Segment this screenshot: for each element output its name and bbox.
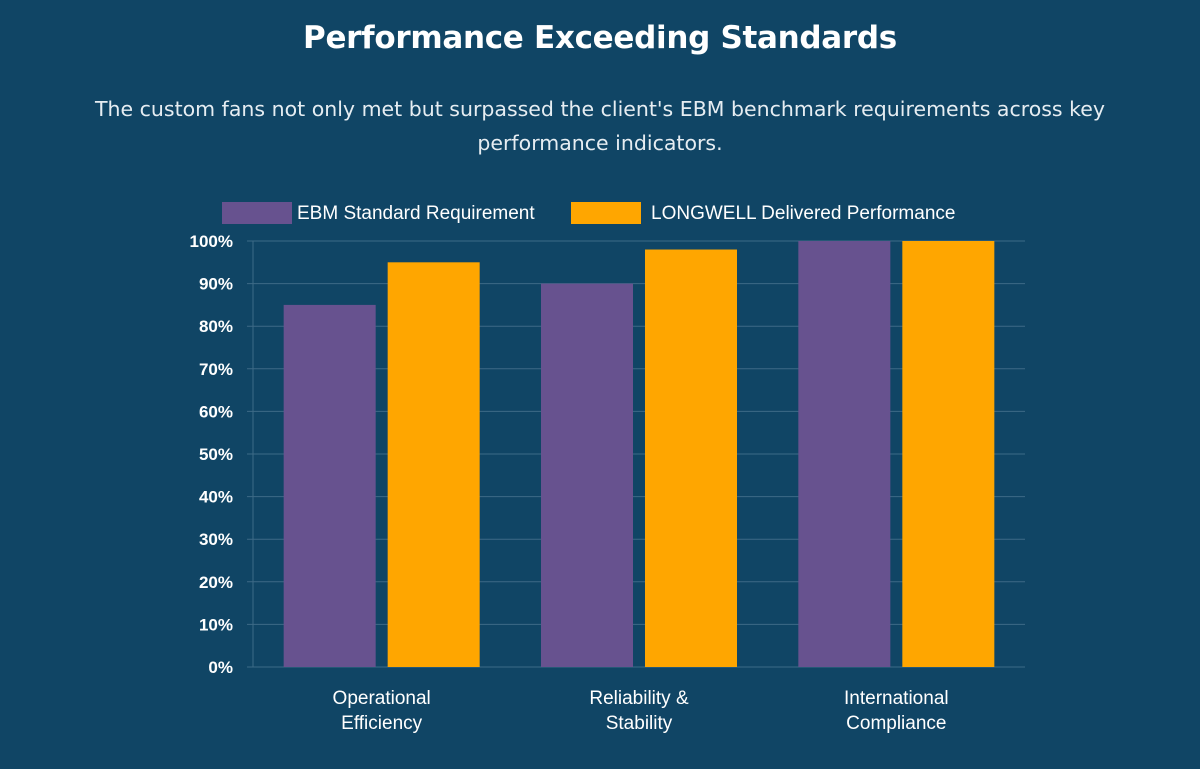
y-axis-ticks: 0% 10% 20% 30% 40% 50% 60% 70% 80% 90% 100% — [190, 232, 233, 677]
y-tick-label: 40% — [199, 488, 233, 507]
x-tick-label: International — [844, 688, 949, 709]
legend-label-ebm[interactable]: EBM Standard Requirement — [297, 203, 535, 224]
y-tick-label: 80% — [199, 317, 233, 336]
page-subtitle: The custom fans not only met but surpass… — [94, 97, 1105, 155]
y-tick-label: 100% — [190, 232, 233, 251]
y-tick-label: 0% — [208, 658, 233, 677]
y-tick-label: 60% — [199, 402, 233, 421]
x-tick-label: Stability — [606, 713, 673, 734]
y-tick-label: 10% — [199, 615, 233, 634]
x-tick-label: Operational — [333, 688, 431, 709]
x-tick-label: Efficiency — [341, 713, 422, 734]
bar-longwell-2[interactable] — [902, 241, 995, 667]
chart-gridlines — [247, 240, 1025, 668]
legend-swatch-longwell[interactable] — [571, 202, 641, 224]
y-tick-label: 20% — [199, 573, 233, 592]
x-tick-label: Reliability & — [589, 688, 689, 709]
chart-legend[interactable]: EBM Standard Requirement LONGWELL Deliver… — [222, 202, 955, 224]
legend-swatch-ebm[interactable] — [222, 202, 292, 224]
x-tick-label: Compliance — [846, 713, 946, 734]
y-tick-label: 30% — [199, 530, 233, 549]
bar-longwell-0[interactable] — [387, 262, 480, 667]
bar-longwell-1[interactable] — [645, 249, 737, 667]
x-axis-ticks: Operational Efficiency Reliability & Stabil… — [333, 688, 949, 734]
y-tick-label: 70% — [199, 360, 233, 379]
page-title: Performance Exceeding Standards — [303, 20, 897, 56]
bar-ebm-0[interactable] — [283, 304, 376, 667]
legend-label-longwell[interactable]: LONGWELL Delivered Performance — [651, 203, 955, 224]
chart-bars — [283, 241, 995, 667]
bar-ebm-1[interactable] — [541, 283, 633, 667]
y-tick-label: 90% — [199, 275, 233, 294]
bar-ebm-2[interactable] — [798, 241, 891, 667]
y-tick-label: 50% — [199, 445, 233, 464]
